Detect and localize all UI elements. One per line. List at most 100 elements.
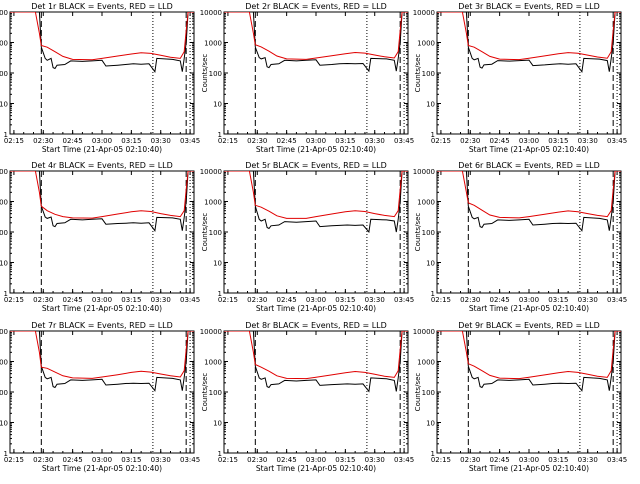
- y-axis-label: Counts/sec: [414, 213, 422, 252]
- plot-frame: [223, 11, 409, 135]
- y-tick-label: 100: [422, 229, 435, 237]
- y-tick-label: 10000: [413, 328, 435, 336]
- x-tick-label: 03:00: [519, 137, 539, 145]
- x-tick-label: 02:15: [218, 137, 238, 145]
- plot-frame: [436, 11, 622, 135]
- x-tick-label: 02:15: [4, 296, 24, 304]
- lld-series-line: [10, 12, 194, 61]
- x-tick-label: 02:45: [277, 296, 297, 304]
- x-tick-label: 02:30: [33, 296, 53, 304]
- x-tick-label: 02:15: [431, 137, 451, 145]
- x-tick-label: 02:15: [431, 296, 451, 304]
- panel-title: Det 6r BLACK = Events, RED = LLD: [458, 161, 600, 170]
- lld-series-line: [224, 12, 408, 60]
- y-tick-label: 1: [431, 131, 435, 139]
- y-tick-label: 1: [431, 290, 435, 298]
- y-tick-label: 1: [431, 450, 435, 458]
- panel-7: Det 7r BLACK = Events, RED = LLD 1 10 100 10…: [0, 321, 200, 473]
- x-axis-label: Start Time (21-Apr-05 02:10:40): [469, 464, 589, 473]
- y-tick-label: 10000: [0, 328, 8, 336]
- x-tick-label: 03:00: [306, 296, 326, 304]
- x-tick-label: 02:45: [490, 296, 510, 304]
- x-tick-label: 03:00: [519, 456, 539, 464]
- x-tick-label: 03:00: [92, 137, 112, 145]
- events-series-line: [10, 12, 194, 73]
- lld-series-line: [224, 171, 408, 219]
- events-series-line: [224, 331, 408, 393]
- y-tick-label: 100: [0, 70, 8, 78]
- panel-3: Det 3r BLACK = Events, RED = LLD 1 10 100 10…: [413, 2, 627, 154]
- x-tick-label: 03:30: [578, 456, 598, 464]
- x-axis-label: Start Time (21-Apr-05 02:10:40): [469, 304, 589, 313]
- x-tick-label: 03:45: [180, 456, 200, 464]
- x-tick-label: 03:30: [365, 456, 385, 464]
- y-tick-label: 1000: [0, 40, 8, 48]
- x-tick-label: 03:30: [151, 296, 171, 304]
- x-tick-label: 03:15: [121, 296, 141, 304]
- x-tick-label: 02:30: [247, 296, 267, 304]
- x-tick-label: 03:30: [578, 296, 598, 304]
- lld-series-line: [10, 331, 194, 379]
- panel-4: Det 4r BLACK = Events, RED = LLD 1 10 100 10…: [0, 161, 200, 313]
- x-tick-label: 03:45: [607, 137, 627, 145]
- panel-title: Det 9r BLACK = Events, RED = LLD: [458, 321, 600, 330]
- x-tick-label: 03:30: [578, 137, 598, 145]
- x-tick-label: 03:45: [180, 137, 200, 145]
- y-tick-label: 10000: [413, 168, 435, 176]
- x-tick-label: 03:00: [92, 296, 112, 304]
- y-tick-label: 10000: [413, 9, 435, 17]
- y-tick-label: 10000: [0, 168, 8, 176]
- y-tick-label: 1: [218, 131, 222, 139]
- x-tick-label: 02:45: [277, 137, 297, 145]
- y-tick-label: 1000: [0, 359, 8, 367]
- x-tick-label: 02:30: [33, 456, 53, 464]
- panel-title: Det 4r BLACK = Events, RED = LLD: [31, 161, 173, 170]
- y-tick-label: 100: [0, 229, 8, 237]
- y-tick-label: 100: [209, 229, 222, 237]
- x-axis-label: Start Time (21-Apr-05 02:10:40): [42, 304, 162, 313]
- lld-series-line: [437, 331, 621, 380]
- x-tick-label: 03:15: [335, 296, 355, 304]
- x-tick-label: 03:45: [394, 137, 414, 145]
- x-tick-label: 03:30: [151, 456, 171, 464]
- x-axis-label: Start Time (21-Apr-05 02:10:40): [42, 145, 162, 154]
- panel-6: Det 6r BLACK = Events, RED = LLD 1 10 100 10…: [413, 161, 627, 313]
- plot-frame: [9, 11, 195, 135]
- y-tick-label: 10: [426, 260, 435, 268]
- y-tick-label: 1: [4, 450, 8, 458]
- y-tick-label: 100: [422, 389, 435, 397]
- events-series-line: [224, 171, 408, 234]
- events-series-line: [224, 12, 408, 73]
- panel-1: Det 1r BLACK = Events, RED = LLD 1 10 100 10…: [0, 2, 200, 154]
- panel-title: Det 8r BLACK = Events, RED = LLD: [245, 321, 387, 330]
- events-series-line: [437, 171, 621, 232]
- x-tick-label: 02:15: [431, 456, 451, 464]
- y-tick-label: 1: [218, 290, 222, 298]
- x-tick-label: 02:30: [247, 137, 267, 145]
- lld-series-line: [224, 331, 408, 380]
- x-tick-label: 02:15: [4, 456, 24, 464]
- y-tick-label: 10: [213, 420, 222, 428]
- panel-9: Det 9r BLACK = Events, RED = LLD 1 10 100 10…: [413, 321, 627, 473]
- y-tick-label: 10: [213, 260, 222, 268]
- x-tick-label: 03:15: [548, 456, 568, 464]
- x-axis-label: Start Time (21-Apr-05 02:10:40): [42, 464, 162, 473]
- x-tick-label: 02:45: [277, 456, 297, 464]
- x-tick-label: 02:45: [490, 456, 510, 464]
- x-tick-label: 03:45: [607, 296, 627, 304]
- plot-frame: [223, 170, 409, 294]
- panel-5: Det 5r BLACK = Events, RED = LLD 1 10 100 10…: [200, 161, 414, 313]
- x-axis-label: Start Time (21-Apr-05 02:10:40): [256, 145, 376, 154]
- y-tick-label: 1: [4, 131, 8, 139]
- plot-frame: [436, 330, 622, 454]
- x-tick-label: 02:30: [460, 456, 480, 464]
- y-tick-label: 100: [209, 389, 222, 397]
- x-tick-label: 03:45: [394, 456, 414, 464]
- x-tick-label: 03:15: [335, 137, 355, 145]
- x-tick-label: 03:00: [306, 137, 326, 145]
- lld-series-line: [437, 12, 621, 61]
- y-tick-label: 10: [0, 260, 8, 268]
- x-tick-label: 02:45: [63, 456, 83, 464]
